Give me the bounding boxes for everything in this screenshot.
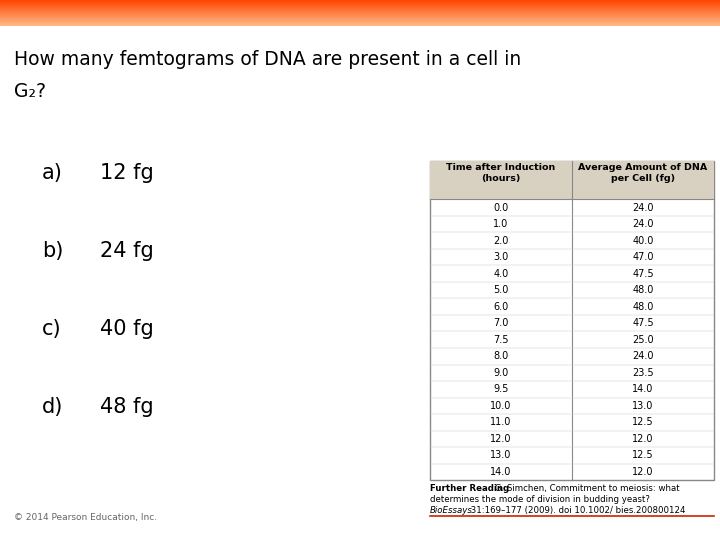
Text: 13.0: 13.0 xyxy=(490,450,512,461)
Text: 47.0: 47.0 xyxy=(632,252,654,262)
Text: G₂?: G₂? xyxy=(14,82,46,101)
Bar xyxy=(430,161,714,480)
Text: 10.0: 10.0 xyxy=(490,401,512,411)
Text: 48 fg: 48 fg xyxy=(100,396,153,416)
Text: How many femtograms of DNA are present in a cell in: How many femtograms of DNA are present i… xyxy=(14,50,521,69)
Text: 8.0: 8.0 xyxy=(493,352,508,361)
Text: 48.0: 48.0 xyxy=(632,285,654,295)
Text: 12.0: 12.0 xyxy=(632,467,654,477)
Text: Further Reading: Further Reading xyxy=(430,484,509,493)
Text: 13.0: 13.0 xyxy=(632,401,654,411)
Text: 5.0: 5.0 xyxy=(493,285,509,295)
Text: © 2014 Pearson Education, Inc.: © 2014 Pearson Education, Inc. xyxy=(14,513,157,522)
Text: 11.0: 11.0 xyxy=(490,417,512,427)
Text: 4.0: 4.0 xyxy=(493,268,508,279)
Text: 40 fg: 40 fg xyxy=(100,319,154,339)
Text: 47.5: 47.5 xyxy=(632,268,654,279)
Text: 12 fg: 12 fg xyxy=(100,164,154,184)
Text: 6.0: 6.0 xyxy=(493,302,508,312)
Text: 24.0: 24.0 xyxy=(632,202,654,213)
Text: 12.5: 12.5 xyxy=(632,417,654,427)
Text: a): a) xyxy=(42,164,63,184)
Text: 40.0: 40.0 xyxy=(632,235,654,246)
Text: c): c) xyxy=(42,319,62,339)
Text: 47.5: 47.5 xyxy=(632,318,654,328)
Text: 3.0: 3.0 xyxy=(493,252,508,262)
Text: 9.0: 9.0 xyxy=(493,368,508,378)
Text: 12.0: 12.0 xyxy=(632,434,654,444)
Text: 9.5: 9.5 xyxy=(493,384,509,394)
Text: d): d) xyxy=(42,396,63,416)
Text: 1.0: 1.0 xyxy=(493,219,508,229)
Bar xyxy=(430,161,714,199)
Text: Time after Induction
(hours): Time after Induction (hours) xyxy=(446,164,556,183)
Text: 2.0: 2.0 xyxy=(493,235,509,246)
Text: 14.0: 14.0 xyxy=(632,384,654,394)
Text: Average Amount of DNA
per Cell (fg): Average Amount of DNA per Cell (fg) xyxy=(578,164,708,183)
Text: 24.0: 24.0 xyxy=(632,219,654,229)
Text: 23.5: 23.5 xyxy=(632,368,654,378)
Text: 24 fg: 24 fg xyxy=(100,241,154,261)
Text: 31:169–177 (2009). doi 10.1002/ bies.200800124: 31:169–177 (2009). doi 10.1002/ bies.200… xyxy=(468,506,685,515)
Text: 7.0: 7.0 xyxy=(493,318,509,328)
Text: 14.0: 14.0 xyxy=(490,467,512,477)
Text: BioEssays: BioEssays xyxy=(430,506,473,515)
Text: 7.5: 7.5 xyxy=(493,335,509,345)
Text: 12.0: 12.0 xyxy=(490,434,512,444)
Text: G. Simchen, Commitment to meiosis: what: G. Simchen, Commitment to meiosis: what xyxy=(492,484,680,493)
Text: 12.5: 12.5 xyxy=(632,450,654,461)
Text: b): b) xyxy=(42,241,63,261)
Text: 0.0: 0.0 xyxy=(493,202,508,213)
Text: determines the mode of division in budding yeast?: determines the mode of division in buddi… xyxy=(430,495,650,504)
Text: 48.0: 48.0 xyxy=(632,302,654,312)
Text: 25.0: 25.0 xyxy=(632,335,654,345)
Text: 24.0: 24.0 xyxy=(632,352,654,361)
